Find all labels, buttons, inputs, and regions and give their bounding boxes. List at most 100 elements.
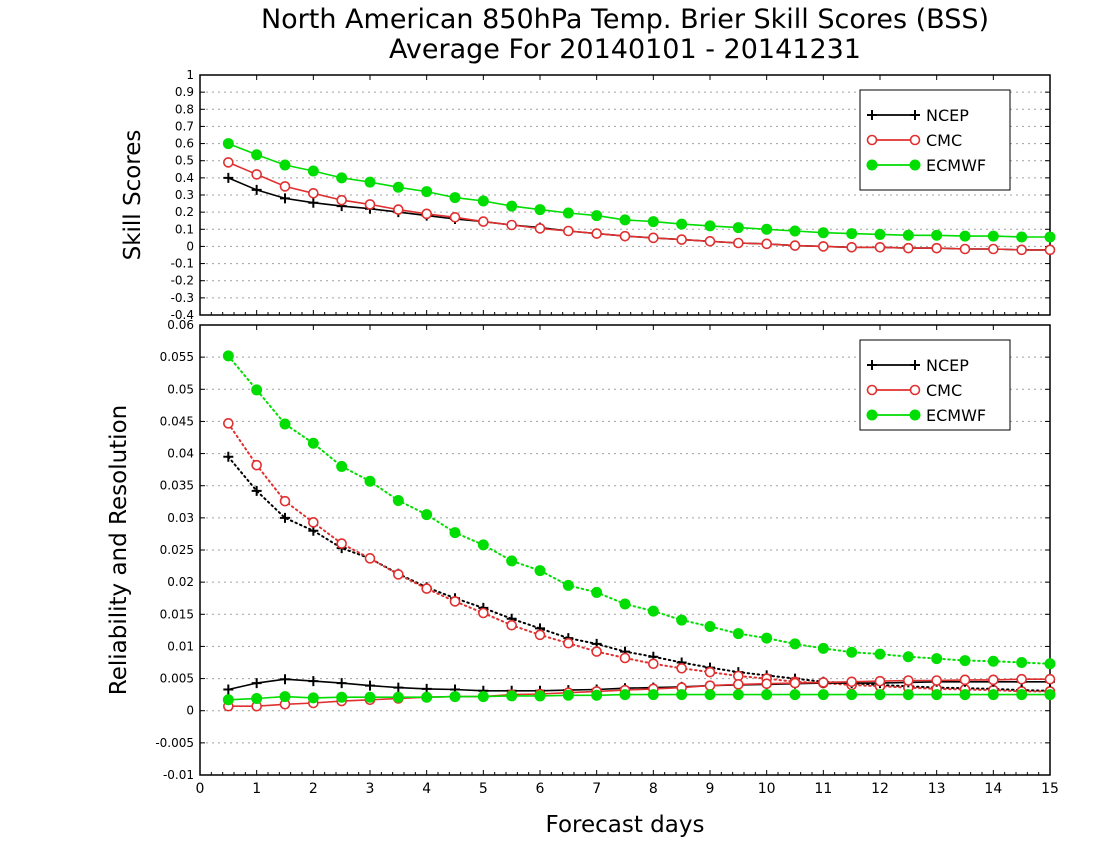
- data-point-cmc: [931, 242, 942, 254]
- data-point-ecmwf: [987, 230, 999, 242]
- x-tick-label: 0: [196, 781, 205, 797]
- data-point-ecmwf: [1044, 231, 1056, 243]
- legend-marker: [866, 159, 878, 171]
- data-point-ecmwf: [619, 689, 631, 701]
- y-tick-label: 0.6: [175, 137, 194, 151]
- data-point-cmc: [789, 677, 801, 689]
- chart-panels: -0.4 -0.3 -0.2 -0.1 0 0.1 0.2 0.3 0.4 0.5 0.6 0.7 0.…: [106, 68, 1059, 797]
- legend-label: CMC: [926, 381, 962, 400]
- data-point-cmc: [449, 211, 461, 223]
- data-point-ecmwf: [449, 691, 461, 703]
- data-point-ecmwf: [449, 527, 461, 539]
- y-tick-label: 0.04: [167, 447, 194, 461]
- y-tick-label: 0.01: [167, 639, 194, 653]
- legend-marker: [866, 409, 878, 421]
- data-point-ncep: [393, 682, 404, 693]
- data-point-ncep: [251, 678, 262, 689]
- legend-label: ECMWF: [926, 406, 986, 425]
- y-tick-label: -0.1: [171, 257, 194, 271]
- y-tick-label: -0.4: [171, 308, 194, 322]
- data-point-ecmwf: [1016, 657, 1028, 668]
- data-point-cmc: [563, 637, 574, 649]
- legend-marker: [867, 110, 877, 120]
- data-point-ecmwf: [477, 539, 489, 551]
- data-point-ecmwf: [647, 216, 659, 228]
- data-point-cmc: [591, 646, 602, 657]
- data-point-ncep: [365, 680, 375, 691]
- data-point-ecmwf: [817, 689, 829, 701]
- y-tick-label: 0: [186, 704, 194, 718]
- x-tick-label: 15: [1041, 781, 1059, 797]
- y-tick-label: 0.02: [167, 575, 194, 589]
- data-point-ecmwf: [874, 648, 886, 660]
- y-tick-label: 0.035: [160, 479, 194, 493]
- data-point-cmc: [279, 181, 291, 192]
- data-point-ecmwf: [846, 689, 858, 701]
- data-point-cmc: [1044, 244, 1056, 256]
- data-point-ecmwf: [506, 690, 518, 702]
- y-tick-label: 0.5: [175, 154, 194, 168]
- y-tick-label: 0.4: [175, 171, 194, 185]
- data-point-ecmwf: [817, 642, 829, 654]
- data-point-ncep: [251, 485, 262, 496]
- data-point-ecmwf: [987, 689, 999, 701]
- y-tick-label: 0.1: [175, 222, 194, 236]
- legend-label: CMC: [926, 131, 962, 150]
- data-point-ecmwf: [676, 614, 688, 626]
- series-line-ecmwf-solid: [228, 693, 1050, 701]
- data-point-cmc: [1044, 673, 1056, 685]
- y-tick-label: 0.2: [175, 205, 194, 219]
- x-tick-label: 2: [309, 781, 318, 797]
- data-point-ecmwf: [421, 186, 433, 198]
- data-point-ecmwf: [732, 222, 744, 234]
- data-point-cmc: [931, 675, 942, 686]
- data-point-ncep: [280, 512, 290, 523]
- plot-frame: [199, 324, 1051, 776]
- data-point-cmc: [959, 674, 971, 686]
- data-point-ecmwf: [902, 689, 914, 701]
- data-point-cmc: [421, 583, 432, 594]
- data-point-ecmwf: [364, 475, 376, 487]
- data-point-ecmwf: [421, 691, 433, 703]
- data-point-cmc: [818, 677, 829, 688]
- y-tick-label: 0.06: [167, 318, 194, 332]
- chart-title-line1: North American 850hPa Temp. Brier Skill …: [261, 4, 989, 35]
- data-point-ecmwf: [1044, 689, 1056, 701]
- data-point-cmc: [733, 237, 744, 249]
- data-point-cmc: [308, 517, 319, 528]
- data-point-cmc: [903, 675, 914, 686]
- data-point-cmc: [619, 230, 631, 242]
- data-point-cmc: [279, 495, 291, 507]
- data-point-ecmwf: [591, 586, 603, 598]
- data-point-cmc: [874, 241, 886, 253]
- data-point-cmc: [534, 223, 546, 234]
- data-point-ecmwf: [562, 579, 574, 591]
- data-point-cmc: [846, 676, 857, 688]
- data-point-cmc: [251, 459, 262, 471]
- data-point-cmc: [789, 240, 801, 251]
- legend-marker: [909, 409, 921, 421]
- data-point-cmc: [478, 216, 489, 227]
- y-tick-label: -0.01: [163, 768, 194, 782]
- data-point-ecmwf: [647, 689, 659, 701]
- data-point-cmc: [704, 235, 716, 247]
- y-tick-label: -0.3: [171, 291, 194, 305]
- data-point-ecmwf: [789, 689, 801, 701]
- legend-marker: [866, 384, 878, 396]
- data-point-ecmwf: [1016, 689, 1028, 701]
- data-point-ecmwf: [704, 220, 716, 232]
- data-point-cmc: [591, 228, 602, 239]
- data-point-ncep: [280, 674, 290, 685]
- data-point-ecmwf: [591, 210, 603, 222]
- x-tick-label: 10: [758, 781, 776, 797]
- data-point-ecmwf: [931, 689, 943, 701]
- data-point-ecmwf: [307, 692, 319, 704]
- y-tick-label: 0.015: [160, 607, 194, 621]
- data-point-ncep: [308, 676, 319, 687]
- legend-label: ECMWF: [926, 156, 986, 175]
- data-point-cmc: [818, 241, 829, 252]
- legend-label: NCEP: [926, 106, 969, 125]
- data-point-ecmwf: [392, 181, 404, 193]
- data-point-ecmwf: [336, 172, 348, 184]
